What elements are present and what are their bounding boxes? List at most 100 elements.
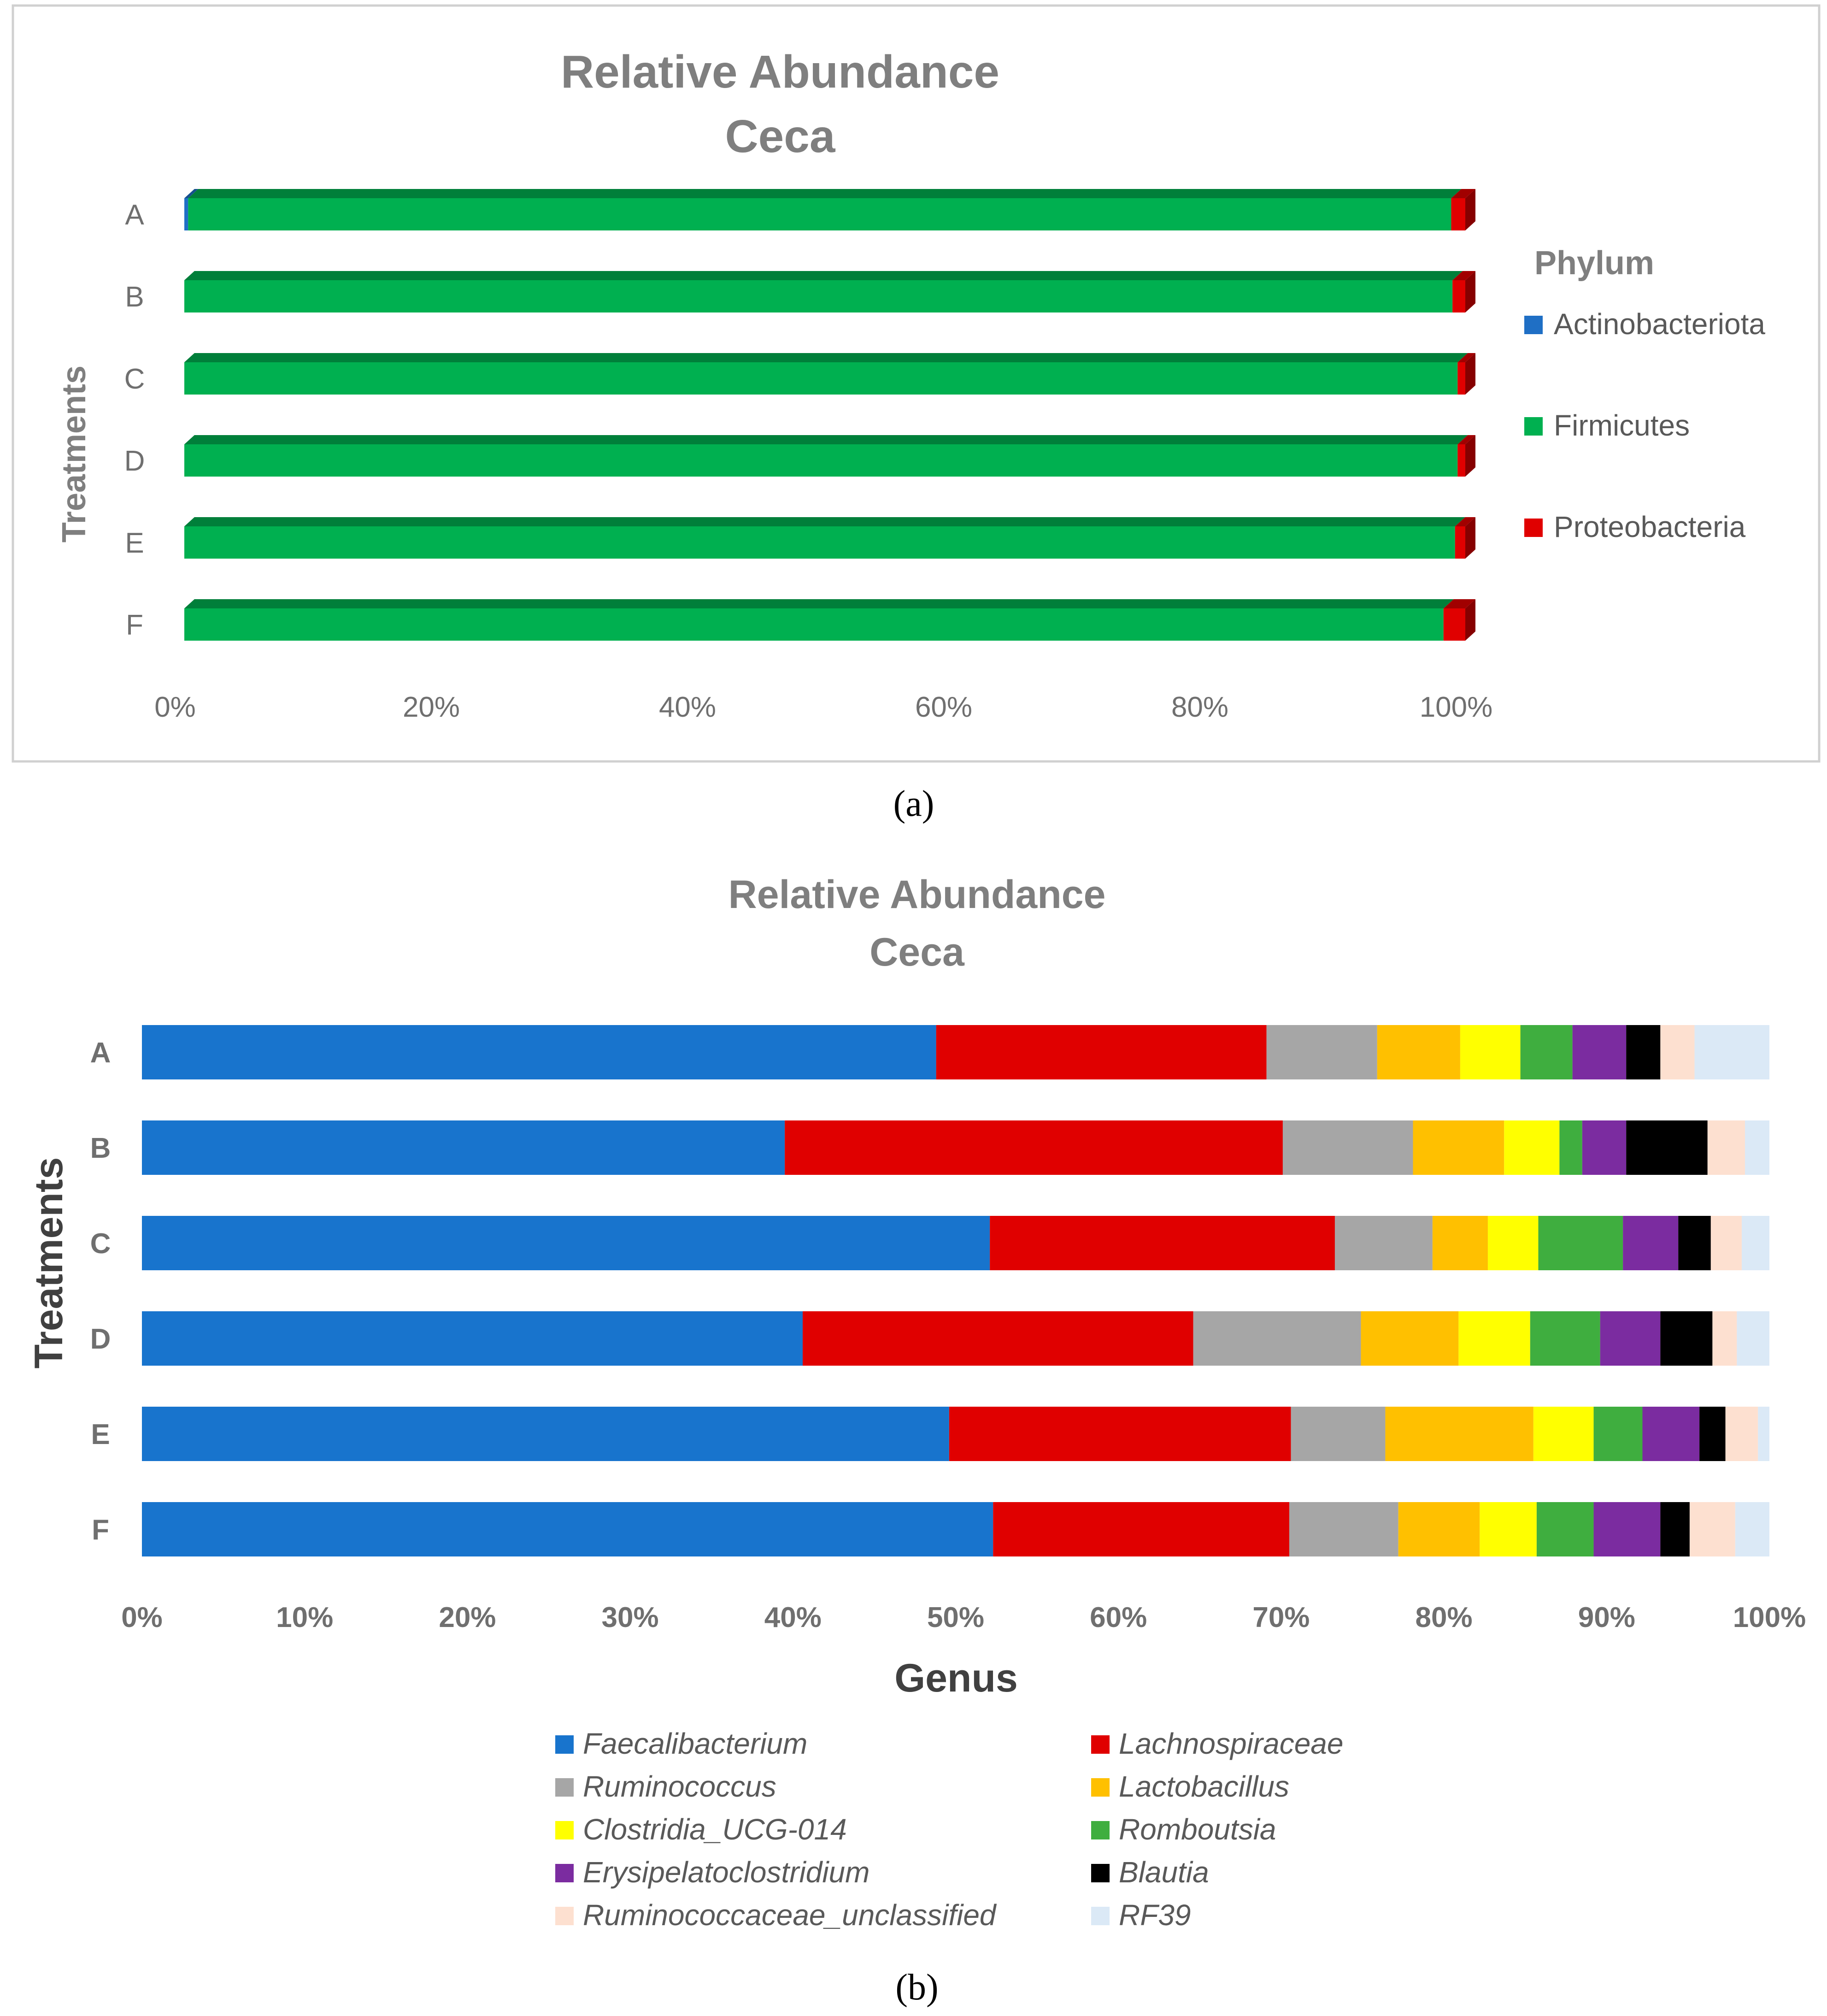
legend-b-label: Lachnospiraceae (1119, 1727, 1343, 1760)
x-tick-b-4: 40% (764, 1602, 822, 1633)
bar-b-F-faecalibacterium (142, 1502, 993, 1556)
y-tick-b-C: C (90, 1228, 111, 1260)
legend-b-swatch (555, 1821, 574, 1839)
bar-a-top-face (1457, 353, 1475, 362)
bar-b-F-erysipelatoclostridium (1593, 1502, 1661, 1556)
bar-b-F-ruminococcus (1289, 1502, 1398, 1556)
bar-b-A-romboutsia (1520, 1025, 1573, 1079)
legend-b-item-ruminococcaceae_unclassified: Ruminococcaceae_unclassified (555, 1898, 997, 1932)
bar-b-B-romboutsia (1559, 1120, 1582, 1175)
bar-b-C-lactobacillus (1432, 1216, 1488, 1270)
bar-a-D-proteobacteria (1457, 435, 1475, 477)
bar-a-top-face (1452, 271, 1475, 280)
bar-a-front-face (1443, 608, 1465, 641)
bar-b-A-ruminococcus (1266, 1025, 1377, 1079)
bar-b-F-lachnospiraceae (993, 1502, 1290, 1556)
bar-b-D-rf39 (1737, 1311, 1769, 1366)
chart-a-legend: Phylum Actinobacteriota Firmicutes Proteob… (1524, 245, 1765, 543)
y-tick-b-B: B (90, 1132, 111, 1164)
bar-b-F-clostridia_ucg-014 (1480, 1502, 1537, 1556)
legend-b-label: Clostridia_UCG-014 (583, 1813, 847, 1846)
bar-b-B-clostridia_ucg-014 (1504, 1120, 1560, 1175)
bar-a-C-firmicutes (184, 353, 1468, 395)
bar-a-E-firmicutes (184, 517, 1465, 559)
legend-b-label: Lactobacillus (1119, 1770, 1289, 1803)
bar-a-side-face (1465, 353, 1475, 395)
bar-b-A-lactobacillus (1377, 1025, 1460, 1079)
x-tick-b-10: 100% (1733, 1602, 1806, 1633)
bar-a-top-face (184, 271, 1463, 280)
bar-b-D-ruminococcus (1193, 1311, 1361, 1366)
bar-b-E-clostridia_ucg-014 (1533, 1407, 1594, 1461)
bar-b-C-blautia (1678, 1216, 1711, 1270)
bar-a-front-face (1457, 362, 1465, 395)
bar-a-side-face (1465, 599, 1475, 641)
bar-b-B-ruminococcus (1282, 1120, 1413, 1175)
bar-b-C-clostridia_ucg-014 (1487, 1216, 1539, 1270)
bar-b-C-lachnospiraceae (990, 1216, 1335, 1270)
legend-b-item-blautia: Blautia (1091, 1856, 1209, 1889)
x-tick-b-7: 70% (1252, 1602, 1310, 1633)
chart-b-title-line1: Relative Abundance (728, 872, 1106, 917)
y-tick-b-D: D (90, 1323, 111, 1355)
legend-a-label: Proteobacteria (1554, 510, 1746, 543)
y-tick-a-F: F (126, 609, 143, 641)
x-tick-b-9: 90% (1578, 1602, 1635, 1633)
bar-b-F-ruminococcaceae_unclassified (1689, 1502, 1735, 1556)
x-tick-b-3: 30% (602, 1602, 659, 1633)
legend-b-swatch (555, 1735, 574, 1754)
bar-a-front-face (184, 362, 1458, 395)
bar-b-B-faecalibacterium (142, 1120, 785, 1175)
y-tick-b-A: A (90, 1037, 111, 1069)
bar-a-A-actinobacteriota (184, 189, 199, 230)
bar-a-front-face (1455, 526, 1465, 559)
bar-a-front-face (1452, 280, 1465, 312)
bar-a-F-firmicutes (184, 599, 1454, 641)
y-tick-a-B: B (125, 281, 144, 313)
bar-a-top-face (1451, 189, 1475, 198)
x-tick-b-6: 60% (1090, 1602, 1147, 1633)
legend-b-item-erysipelatoclostridium: Erysipelatoclostridium (555, 1856, 869, 1889)
chart-a-x-ticks: 0% 20% 40% 60% 80% 100% (154, 691, 1492, 723)
legend-a-item-firmicutes: Firmicutes (1524, 409, 1690, 442)
y-tick-a-D: D (124, 445, 145, 477)
chart-b: Relative Abundance Ceca Treatments A B C D E… (27, 872, 1806, 1932)
bar-b-E-romboutsia (1593, 1407, 1643, 1461)
chart-a-legend-title: Phylum (1534, 245, 1654, 282)
legend-b-label: RF39 (1119, 1898, 1191, 1932)
legend-b-label: Erysipelatoclostridium (583, 1856, 869, 1889)
bar-a-side-face (1465, 189, 1475, 230)
bar-a-top-face (184, 599, 1454, 608)
bar-b-D-erysipelatoclostridium (1600, 1311, 1661, 1366)
bar-b-B-lactobacillus (1413, 1120, 1504, 1175)
bar-a-front-face (1451, 198, 1465, 230)
x-tick-a-5: 100% (1420, 691, 1493, 723)
legend-b-label: Blautia (1119, 1856, 1209, 1889)
x-tick-b-0: 0% (121, 1602, 163, 1633)
bar-a-C-proteobacteria (1457, 353, 1475, 395)
chart-b-title-line2: Ceca (869, 930, 965, 974)
chart-b-y-axis-title: Treatments (27, 1157, 71, 1369)
x-tick-a-2: 40% (659, 691, 716, 723)
bar-a-front-face (184, 526, 1455, 559)
bar-a-top-face (1443, 599, 1475, 608)
bar-a-top-face (1457, 435, 1475, 444)
chart-a-caption: (a) (893, 784, 934, 824)
legend-b-label: Romboutsia (1119, 1813, 1276, 1846)
bar-b-D-blautia (1660, 1311, 1713, 1366)
legend-a-item-actinobacteriota: Actinobacteriota (1524, 307, 1765, 341)
bar-b-D-faecalibacterium (142, 1311, 803, 1366)
bar-b-D-lactobacillus (1361, 1311, 1459, 1366)
y-tick-b-E: E (91, 1419, 110, 1450)
chart-a-bars (184, 189, 1475, 641)
bar-b-A-clostridia_ucg-014 (1460, 1025, 1521, 1079)
bar-a-front-face (188, 198, 1451, 230)
bar-a-B-firmicutes (184, 271, 1463, 312)
bar-b-B-blautia (1626, 1120, 1708, 1175)
legend-b-label: Ruminococcus (583, 1770, 776, 1803)
legend-b-swatch (1091, 1907, 1110, 1925)
bar-b-C-romboutsia (1538, 1216, 1623, 1270)
legend-a-label: Actinobacteriota (1554, 307, 1765, 341)
chart-a-title-line1: Relative Abundance (561, 46, 999, 98)
chart-a-title-line2: Ceca (725, 111, 835, 162)
